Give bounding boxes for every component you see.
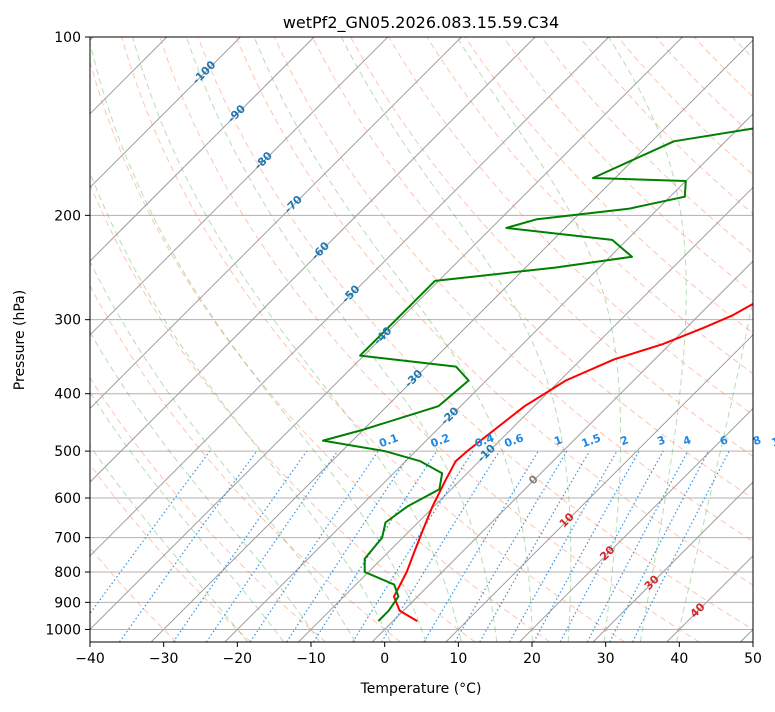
y-tick-label: 200 [54,208,81,224]
x-tick-label: −40 [75,651,105,667]
dry-adiabat-line [236,37,775,642]
mixing-ratio-lines [69,451,729,642]
dry-adiabat-line [541,37,775,642]
y-axis: 100 200 300 400 500 600 700 800 900 1000 [45,30,90,638]
y-axis-title: Pressure (hPa) [12,290,28,390]
mixing-ratio-label: 0.1 [377,431,400,450]
x-tick-label: −10 [296,651,326,667]
dry-adiabat-line [694,37,775,642]
y-tick-label: 700 [54,531,81,547]
isotherm-label: 40 [688,600,708,620]
mixing-ratio-label: 3 [655,433,667,448]
isotherm-line [0,37,314,642]
x-tick-label: −20 [223,651,253,667]
y-tick-label: 600 [54,491,81,507]
isotherm-label: -60 [309,239,332,262]
mixing-ratio-line [560,451,663,642]
moist-adiabat-line [0,37,319,642]
x-tick-label: 10 [449,651,467,667]
mixing-ratio-label: 6 [718,433,730,448]
dry-adiabat-line [7,37,400,642]
y-tick-label: 100 [54,30,81,46]
isotherm-line [0,37,461,642]
isotherm-label: -20 [438,404,461,427]
dry-adiabat-line [389,37,775,642]
isotherm-line [519,37,775,642]
mixing-ratio-labels: 0.10.20.40.611.52346810131620253036 [377,431,775,450]
mixing-ratio-label: 1.5 [580,431,603,450]
y-tick-label: 500 [54,444,81,460]
y-tick-label: 1000 [45,622,81,638]
mixing-ratio-label: 2 [619,433,631,448]
y-tick-label: 300 [54,313,81,329]
moist-adiabat-line [677,37,775,642]
mixing-ratio-line [510,451,617,642]
x-tick-label: 20 [523,651,541,667]
plot-frame [90,37,753,642]
moist-adiabat-line [0,37,284,642]
dry-adiabat-line [45,37,475,642]
mixing-ratio-line [250,451,378,642]
isotherm-line [151,37,756,642]
isotherm-line [740,37,775,642]
moist-adiabat-line [0,37,248,642]
dry-adiabat-line [0,37,251,642]
isotherm-label: -100 [190,58,219,87]
dry-adiabat-line [465,37,775,642]
x-tick-label: 30 [597,651,615,667]
mixing-ratio-line [206,451,337,642]
chart-title: wetPf2_GN05.2026.083.15.59.C34 [283,13,559,33]
pressure-gridlines [90,37,753,629]
x-tick-label: 0 [380,651,389,667]
x-tick-label: −30 [149,651,179,667]
x-axis-title: Temperature (°C) [360,681,482,697]
mixing-ratio-label: 4 [681,433,693,448]
moist-adiabat-line [457,37,621,642]
moist-adiabat-line [20,37,355,642]
y-tick-label: 400 [54,387,81,403]
mixing-ratio-line [353,451,473,642]
mixing-ratio-line [287,451,412,642]
isotherm-line [4,37,609,642]
dry-adiabat-line [503,37,775,642]
isotherm-label: -50 [339,282,362,305]
dry-adiabat-line [198,37,774,642]
moist-adiabat-line [52,37,391,642]
isotherm-line [667,37,775,642]
isotherm-line [225,37,775,642]
mixing-ratio-label: 10 [770,432,775,450]
temperature-profile-line [394,37,775,621]
isotherm-label: 20 [597,543,617,563]
isotherm-label: 10 [557,510,577,530]
x-tick-label: 50 [744,651,762,667]
y-tick-label: 900 [54,595,81,611]
dry-adiabat-line [770,37,775,642]
x-axis: −40 −30 −20 −10 0 10 20 30 40 50 [75,642,762,667]
y-tick-label: 800 [54,565,81,581]
mixing-ratio-label: 1 [552,433,564,448]
isotherm-line [0,37,388,642]
dry-adiabat-line [618,37,775,642]
dry-adiabat-line [0,37,326,642]
x-tick-label: 40 [670,651,688,667]
mixing-ratio-line [587,451,688,642]
mixing-ratio-line [534,451,639,642]
